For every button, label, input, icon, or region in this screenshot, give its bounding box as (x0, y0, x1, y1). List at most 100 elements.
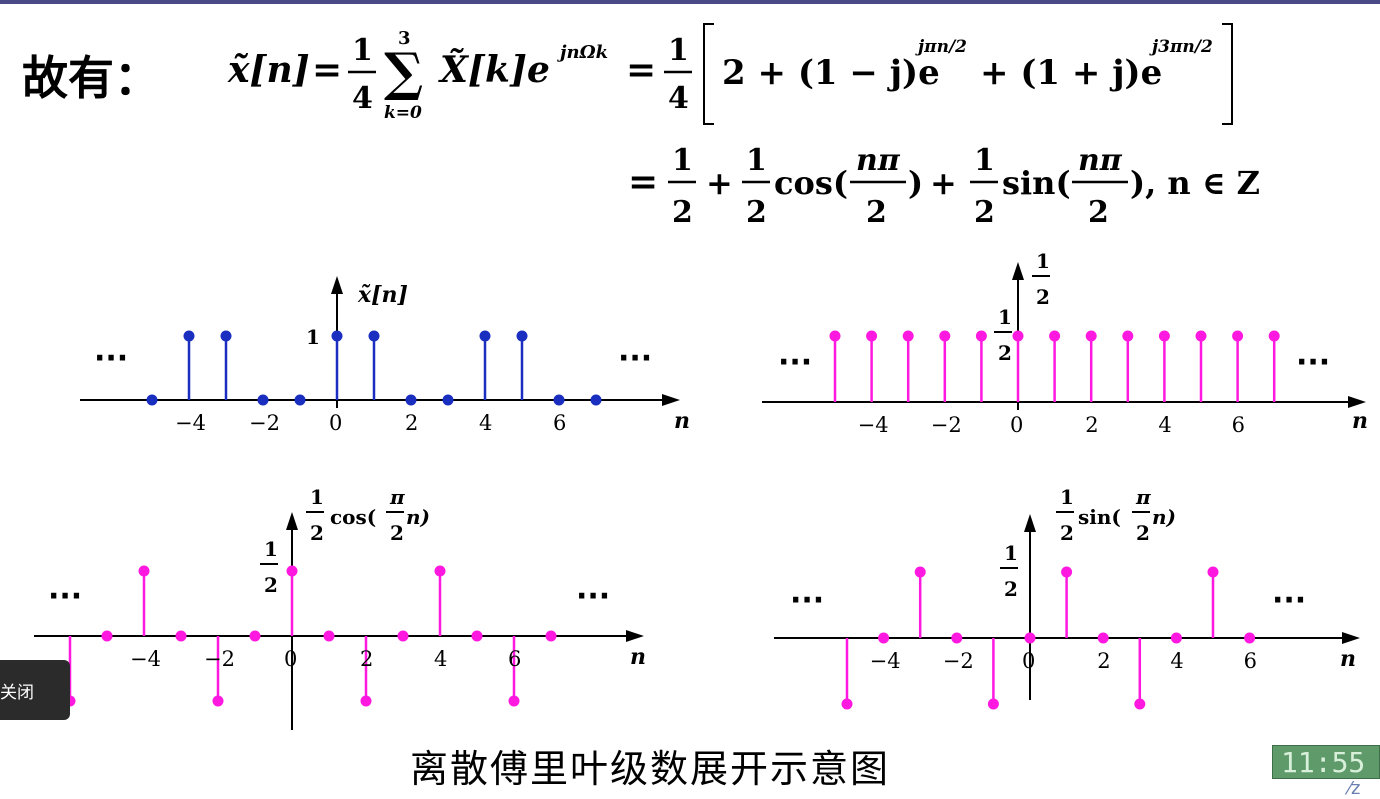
p4-ellipsis-left: ··· (790, 583, 824, 618)
p3-ylabel-frac-num: π (389, 485, 405, 509)
p1-tick-label-0: 0 (329, 411, 342, 435)
p4-ylabel-tail: n) (1152, 505, 1176, 529)
eq2-npi1-num: nπ (856, 143, 901, 178)
eq2-npi2-den: 2 (1088, 195, 1109, 230)
p4-ellipsis-right: ··· (1272, 583, 1306, 618)
p3-x-axis-arrow (626, 630, 644, 642)
p3-point-0 (286, 565, 298, 577)
p2-point-1 (1049, 330, 1061, 342)
p3-ylabel-fn: cos( (330, 505, 376, 529)
eq2-npi2-num: nπ (1078, 143, 1123, 178)
eq-bracket-b: + (1 + j)e (980, 53, 1162, 93)
lead-text: 故有： (22, 51, 160, 105)
eq-sum-lower: k=0 (384, 103, 422, 123)
p1-point--5 (146, 394, 158, 406)
eq-right-bracket (1222, 23, 1233, 125)
p2-point--4 (866, 330, 878, 342)
stem-plots: −4 −2 0 2 4 6 −4 −2 0 2 4 6 −4 −2 0 2 4 6 −4 −2 0 2 4 6 (34, 262, 1366, 730)
eq2-plus1: + (706, 164, 733, 202)
p4-tick-label-4: 4 (1170, 649, 1183, 673)
p4-x-axis-arrow (1342, 632, 1360, 644)
p1-y-axis-arrow (331, 276, 343, 294)
p4-point-2 (1097, 632, 1109, 644)
p1-xlabel: n (674, 408, 690, 434)
p3-point-5 (471, 630, 483, 642)
eq-coef-den: 4 (352, 81, 373, 116)
p4-point--2 (951, 632, 963, 644)
p3-point--2 (212, 695, 224, 707)
eq2-half3-den: 2 (974, 195, 995, 230)
p1-tick-label-6: 6 (553, 411, 566, 435)
p3-point-3 (397, 630, 409, 642)
p3-xlabel: n (630, 644, 646, 670)
eq-coef2-den: 4 (668, 81, 689, 116)
p4-ylabel-coef-num: 1 (1060, 485, 1074, 509)
p3-point--4 (138, 565, 150, 577)
p3-ylabel-coef-num: 1 (310, 485, 324, 509)
eq-bracket-b-exp: j3πn/2 (1149, 37, 1213, 57)
p3-ellipsis-right: ··· (576, 579, 610, 614)
p2-point-6 (1232, 330, 1244, 342)
eq2-half2-num: 1 (746, 143, 767, 178)
p2-point-3 (1122, 330, 1134, 342)
p3-ylabel-coef-den: 2 (310, 521, 324, 545)
p1-point--3 (220, 330, 232, 342)
p4-y-axis-arrow (1024, 514, 1036, 532)
p2-tick-label-4: 4 (1158, 413, 1171, 437)
p4-tick-label--4: −4 (870, 649, 901, 673)
p2-point--5 (829, 330, 841, 342)
p1-point--4 (183, 330, 195, 342)
p2-tick-label--4: −4 (858, 413, 889, 437)
eq-left-bracket (703, 23, 714, 125)
p4-point--5 (841, 698, 853, 710)
p2-point-7 (1268, 330, 1280, 342)
p2-xlabel: n (1352, 408, 1368, 434)
p1-point-4 (479, 330, 491, 342)
eq2-half1-num: 1 (672, 143, 693, 178)
p1-x-axis-arrow (662, 394, 680, 406)
close-popup-label: 关闭 (0, 682, 34, 703)
p3-y-axis-arrow (286, 512, 298, 530)
p2-tick-label--2: −2 (931, 413, 962, 437)
p3-point--3 (175, 630, 187, 642)
p1-point-6 (553, 394, 565, 406)
p4-point-4 (1170, 632, 1182, 644)
eq-sum-upper: 3 (398, 28, 411, 49)
eq2-sin: sin( (1002, 164, 1071, 202)
p2-point-0 (1012, 330, 1024, 342)
p2-ylabel-den: 2 (1036, 285, 1050, 309)
eq2-half3-num: 1 (974, 143, 995, 178)
eq-bracket-a-exp: jπn/2 (915, 37, 967, 57)
figure-caption: 离散傅里叶级数展开示意图 (410, 747, 891, 791)
eq-bracket-a: 2 + (1 − j)e (722, 53, 940, 93)
eq2-equals: = (628, 161, 658, 203)
p1-point-2 (405, 394, 417, 406)
p2-y-axis-arrow (1012, 262, 1024, 280)
eq-equals-1: = (312, 49, 342, 91)
eq2-half2-den: 2 (746, 195, 767, 230)
p3-point-7 (545, 630, 557, 642)
p3-point-4 (434, 565, 446, 577)
p4-ylabel-coef-den: 2 (1060, 521, 1074, 545)
p1-ylabel: x̃[n] (357, 282, 408, 308)
p4-xlabel: n (1340, 646, 1356, 672)
p4-ylabel-fn: sin( (1078, 505, 1121, 529)
p1-tick-label--2: −2 (249, 411, 280, 435)
eq2-npi1-den: 2 (866, 195, 887, 230)
eq-sum-sign: ∑ (384, 42, 423, 103)
p4-point-0 (1024, 632, 1036, 644)
p2-x-axis-arrow (1348, 396, 1366, 408)
p1-point--2 (257, 394, 269, 406)
top-border (0, 0, 1380, 4)
p3-tick-label-2: 2 (360, 647, 373, 671)
p1-value-label: 1 (306, 325, 320, 349)
p3-tick-label--4: −4 (130, 647, 161, 671)
eq2-paren1: ) (908, 164, 923, 202)
p1-tick-label-4: 4 (479, 411, 492, 435)
p3-tick-label-4: 4 (434, 647, 447, 671)
p1-point-3 (442, 394, 454, 406)
close-popup-button[interactable]: 关闭 (0, 660, 70, 720)
eq2-plus2: + (930, 164, 957, 202)
p4-point-6 (1244, 632, 1256, 644)
